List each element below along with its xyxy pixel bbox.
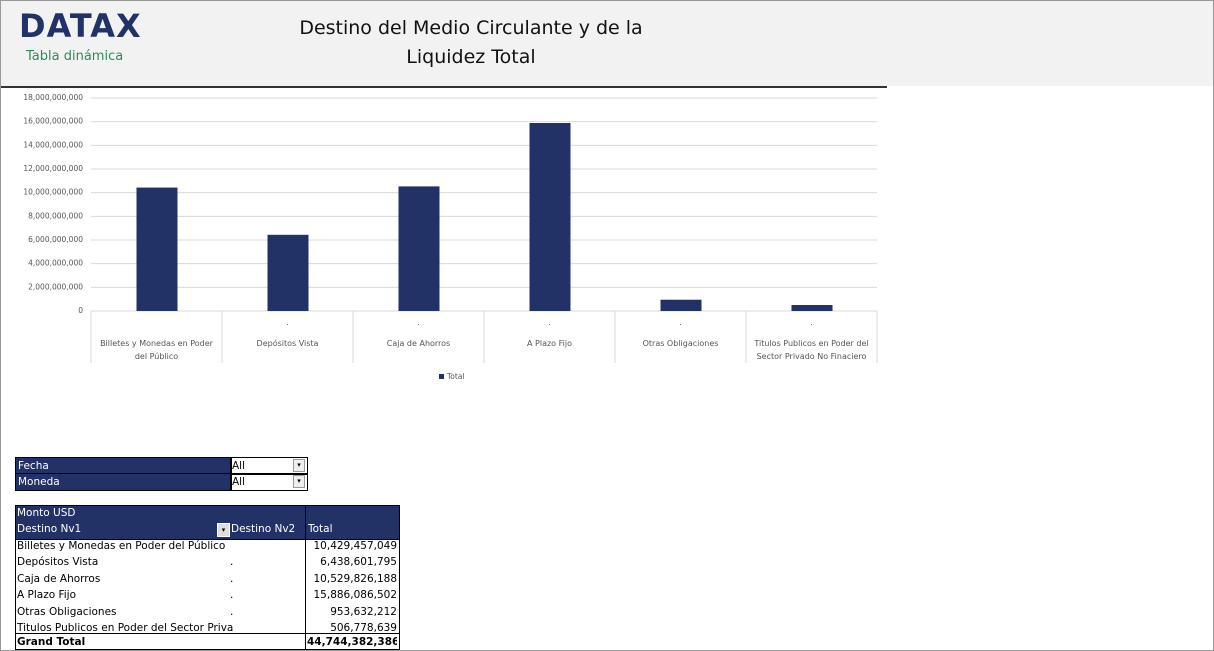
filter-value[interactable]: All <box>230 473 308 491</box>
title: Destino del Medio Circulante y de la <box>299 17 643 39</box>
y-tick-label: 2,000,000,000 <box>28 282 83 291</box>
x-tick-label: Depósitos Vista <box>256 339 319 348</box>
chart: 0 2,000,000,000 4,000,000,000 6,000,000,000… <box>23 93 878 381</box>
logo: DATAX <box>19 7 142 45</box>
dropdown-button[interactable]: ▾ <box>293 459 305 472</box>
filter-button[interactable]: ▾ <box>217 523 230 537</box>
total-rule <box>15 633 400 634</box>
row-label: Depósitos Vista <box>17 556 99 569</box>
subtitle: Tabla dinámica <box>26 49 124 64</box>
y-tick-label: 10,000,000,000 <box>23 188 83 197</box>
column-divider <box>305 505 306 650</box>
y-tick-label: 16,000,000,000 <box>23 117 83 126</box>
column-header: Destino Nv1 <box>17 523 82 535</box>
x-sublabel: . <box>417 318 419 327</box>
x-tick-label: Titulos Publicos en Poder del Sector Pri… <box>754 339 869 361</box>
bar <box>529 123 571 311</box>
y-tick-label: 0 <box>78 306 83 315</box>
header: DATAX Tabla dinámica Destino del Medio C… <box>1 1 887 88</box>
row-value: 953,632,212 <box>330 605 397 618</box>
y-tick-label: 14,000,000,000 <box>23 140 83 149</box>
row-label: Caja de Ahorros <box>17 572 101 585</box>
y-tick-label: 18,000,000,000 <box>23 93 83 102</box>
row-label: Otras Obligaciones <box>17 605 117 618</box>
row-sublabel: . <box>230 622 234 634</box>
table-header <box>15 505 400 540</box>
x-tick-label: Caja de Ahorros <box>386 339 451 348</box>
table-caption: Monto USD <box>17 507 76 519</box>
total-label: Grand Total <box>17 636 86 648</box>
row-label: A Plazo Fijo <box>17 589 77 602</box>
x-tick-label: Billetes y Monedas en Poder del Público <box>100 339 213 361</box>
x-tick-label: Otras Obligaciones <box>642 339 719 348</box>
total-value: 44,744,382,386 <box>307 636 397 648</box>
x-tick-label: A Plazo Fijo <box>527 339 572 348</box>
y-tick-label: 8,000,000,000 <box>28 211 83 220</box>
row-sublabel: . <box>230 556 234 569</box>
bar <box>791 305 833 311</box>
x-sublabel: . <box>810 318 812 327</box>
row-sublabel: . <box>230 572 234 585</box>
row-value: 6,438,601,795 <box>320 556 397 569</box>
x-sublabel: . <box>548 318 550 327</box>
bar <box>398 186 440 311</box>
row-label: Titulos Publicos en Poder del Sector Pri… <box>17 622 234 634</box>
row-value: 15,886,086,502 <box>313 589 398 602</box>
table-border <box>15 538 400 650</box>
row-sublabel: . <box>230 605 234 618</box>
y-tick-label: 12,000,000,000 <box>23 164 83 173</box>
dropdown-button[interactable]: ▾ <box>293 475 305 488</box>
y-tick-label: 6,000,000,000 <box>28 235 83 244</box>
filter-value[interactable]: All <box>230 457 308 475</box>
bar <box>136 187 178 311</box>
x-sublabel: . <box>679 318 681 327</box>
row-value: 10,429,457,049 <box>313 540 398 552</box>
header-band <box>887 1 1213 86</box>
column-header: Total <box>308 523 333 535</box>
row-value: 506,778,639 <box>330 622 397 634</box>
column-header: Destino Nv2 <box>231 523 296 535</box>
title: Liquidez Total <box>406 46 536 68</box>
legend-label: Total <box>446 372 465 381</box>
y-tick-label: 4,000,000,000 <box>28 259 83 268</box>
row-label: Billetes y Monedas en Poder del Público <box>17 540 226 552</box>
bar <box>660 299 702 311</box>
row-value: 10,529,826,188 <box>313 572 398 585</box>
x-sublabel: . <box>286 318 288 327</box>
legend-swatch <box>439 374 444 379</box>
filter-field: Moneda <box>15 473 232 491</box>
bar <box>267 234 309 311</box>
row-sublabel: . <box>230 589 234 602</box>
